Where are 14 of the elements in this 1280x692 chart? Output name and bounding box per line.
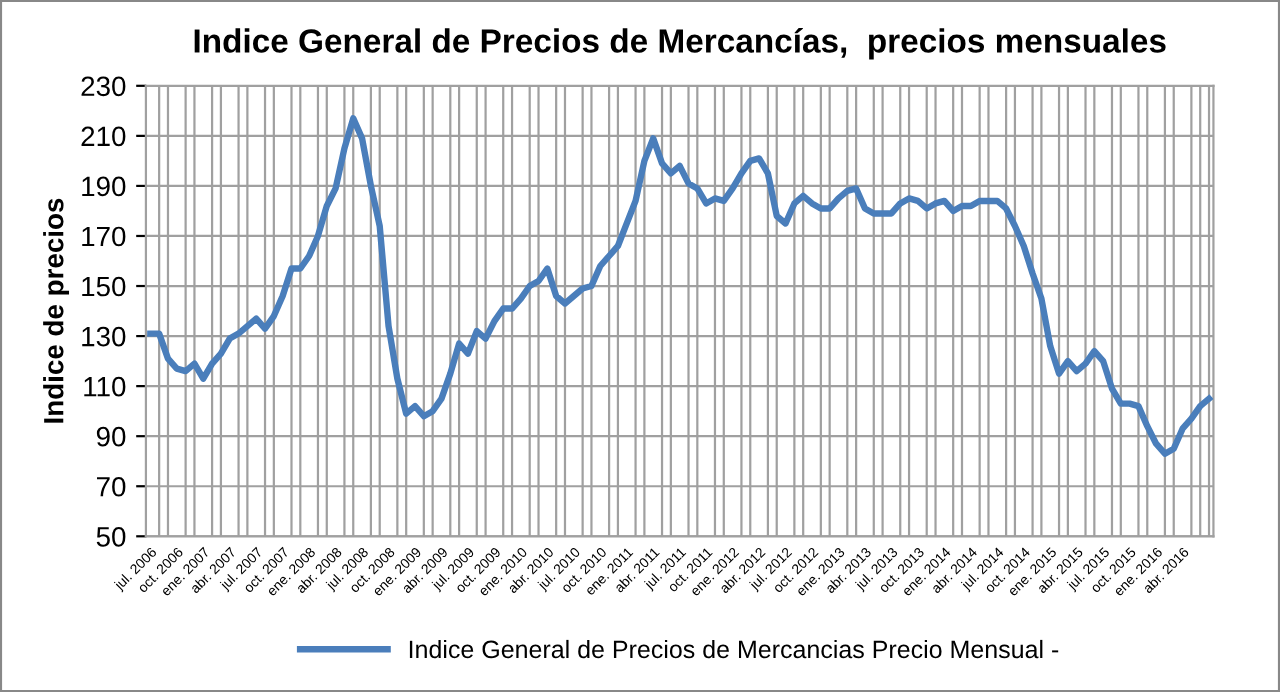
y-tick-label: 50 [96, 526, 126, 547]
y-tick-label: 190 [82, 176, 126, 197]
line-series [147, 115, 1213, 457]
y-tick-label: 90 [96, 426, 126, 447]
y-tick-label: 110 [84, 376, 126, 397]
y-tick-label: 130 [82, 326, 126, 347]
legend-label: Indice General de Precios de Mercancias Precio Mensual - [409, 639, 1059, 659]
y-tick-label: 150 [82, 276, 126, 297]
y-tick-label: 170 [82, 226, 126, 247]
y-tick-label: 70 [97, 476, 126, 497]
y-tick-label: 210 [81, 126, 126, 147]
y-tick-label: 230 [81, 76, 126, 97]
y-axis-title: Indice de precios [43, 198, 70, 423]
chart-title: Indice General de Precios de Mercancías, precios mensuales [194, 28, 1166, 60]
